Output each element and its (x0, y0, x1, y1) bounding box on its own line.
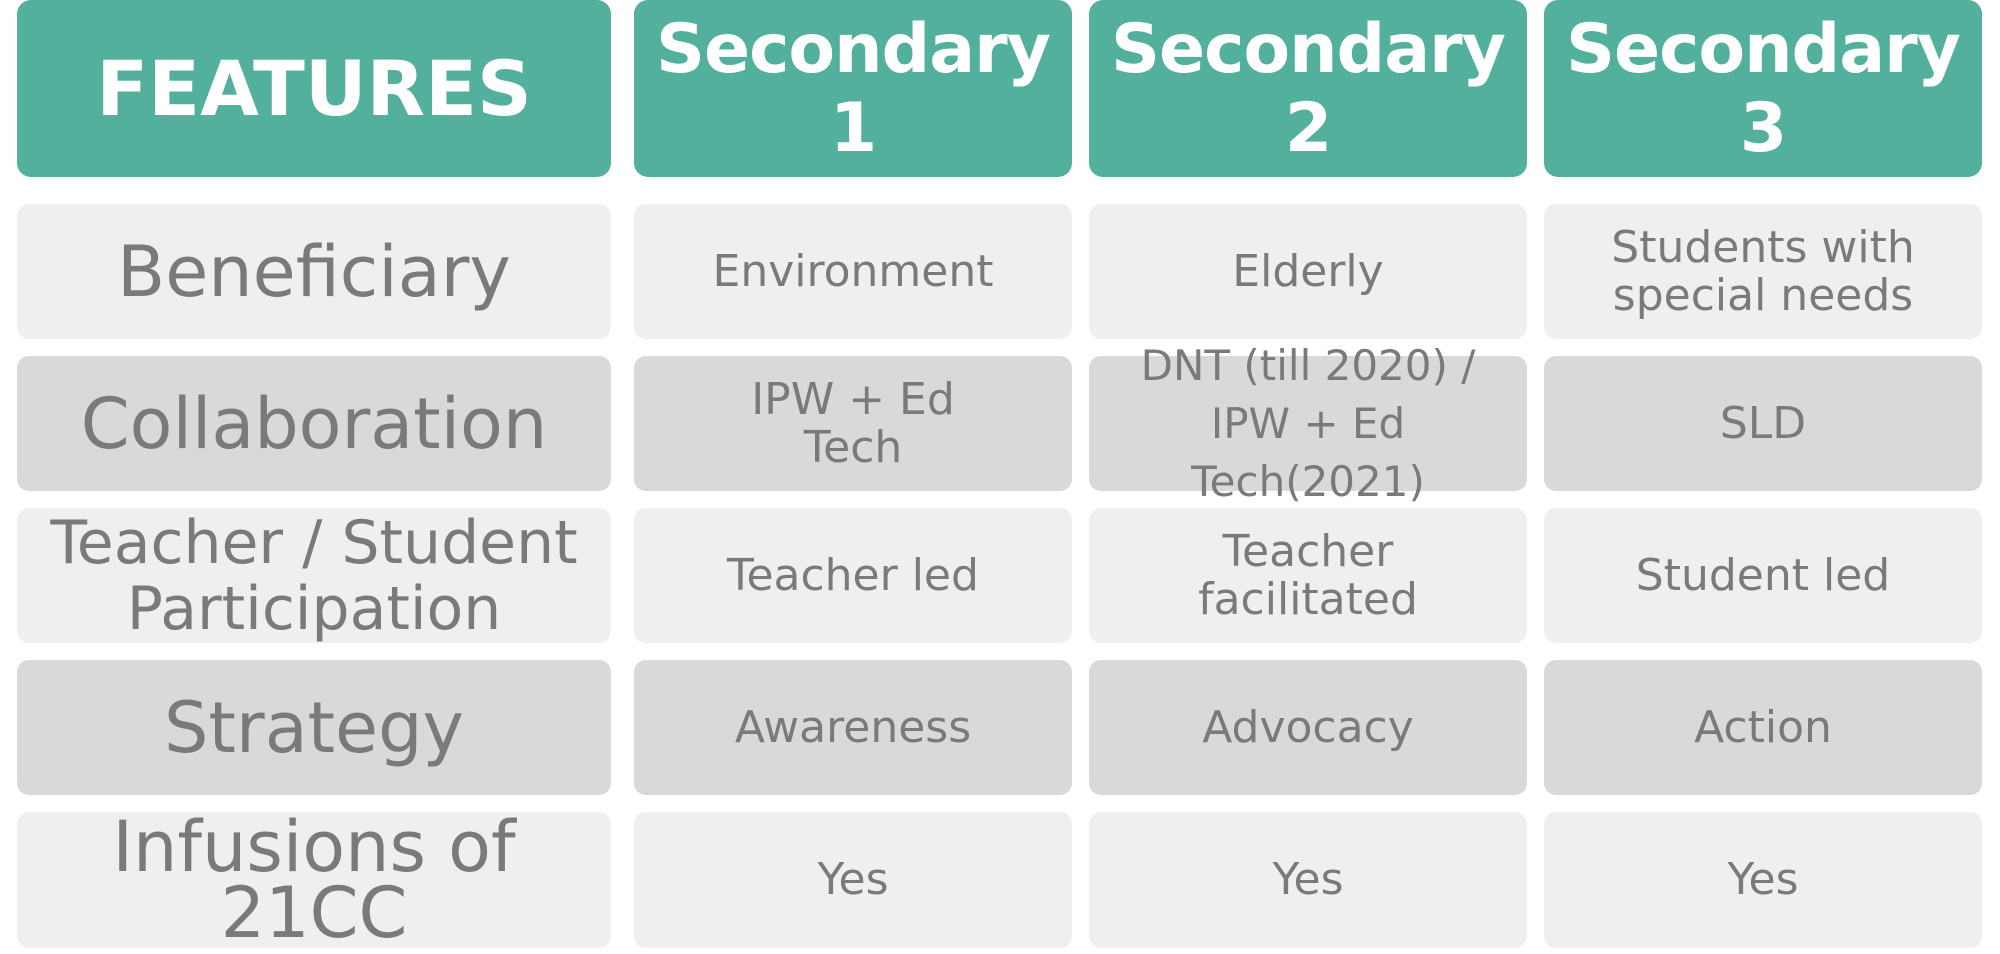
row-participation-secondary-1: Teacher led (634, 508, 1072, 643)
row-participation-secondary-2: Teacher facilitated (1089, 508, 1527, 643)
row-strategy-secondary-2: Advocacy (1089, 660, 1527, 795)
row-strategy-secondary-1: Awareness (634, 660, 1072, 795)
row-collaboration-label: Collaboration (17, 356, 611, 491)
row-beneficiary-label: Beneficiary (17, 204, 611, 339)
row-collaboration-secondary-2: DNT (till 2020) / IPW + Ed Tech(2021) (1089, 341, 1527, 506)
row-beneficiary-secondary-2: Elderly (1089, 204, 1527, 339)
row-collaboration-secondary-1: IPW + Ed Tech (634, 356, 1072, 491)
row-21cc-secondary-2: Yes (1089, 812, 1527, 948)
header-features: FEATURES (17, 0, 611, 177)
row-strategy-label: Strategy (17, 660, 611, 795)
header-secondary-3: Secondary 3 (1544, 0, 1982, 177)
row-21cc-secondary-1: Yes (634, 812, 1072, 948)
row-collaboration-secondary-3: SLD (1544, 356, 1982, 491)
header-secondary-2: Secondary 2 (1089, 0, 1527, 177)
row-21cc-secondary-3: Yes (1544, 812, 1982, 948)
row-21cc-label: Infusions of 21CC (17, 812, 611, 948)
row-participation-secondary-3: Student led (1544, 508, 1982, 643)
row-strategy-secondary-3: Action (1544, 660, 1982, 795)
header-secondary-1: Secondary 1 (634, 0, 1072, 177)
row-beneficiary-secondary-1: Environment (634, 204, 1072, 339)
row-participation-label: Teacher / Student Participation (17, 508, 611, 643)
row-beneficiary-secondary-3: Students with special needs (1544, 204, 1982, 339)
